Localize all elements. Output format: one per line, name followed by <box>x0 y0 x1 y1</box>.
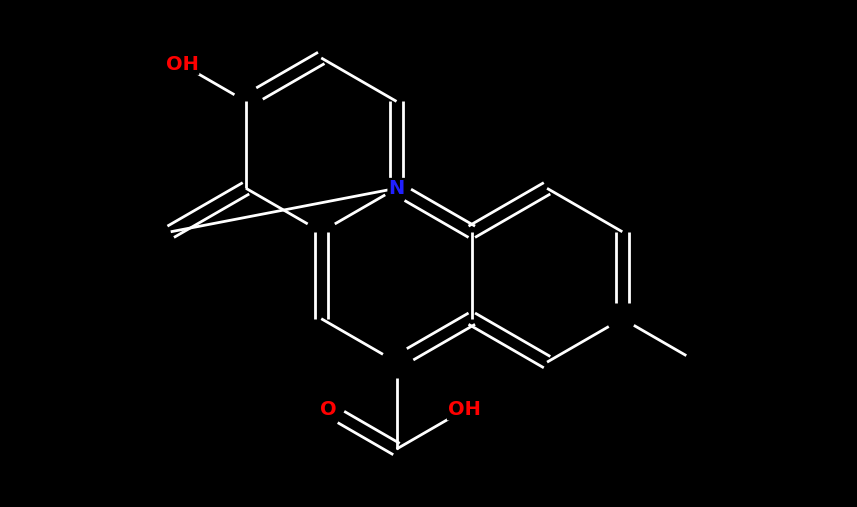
Text: O: O <box>321 401 337 419</box>
Text: OH: OH <box>448 401 481 419</box>
Text: OH: OH <box>165 55 199 74</box>
Text: N: N <box>388 179 405 198</box>
